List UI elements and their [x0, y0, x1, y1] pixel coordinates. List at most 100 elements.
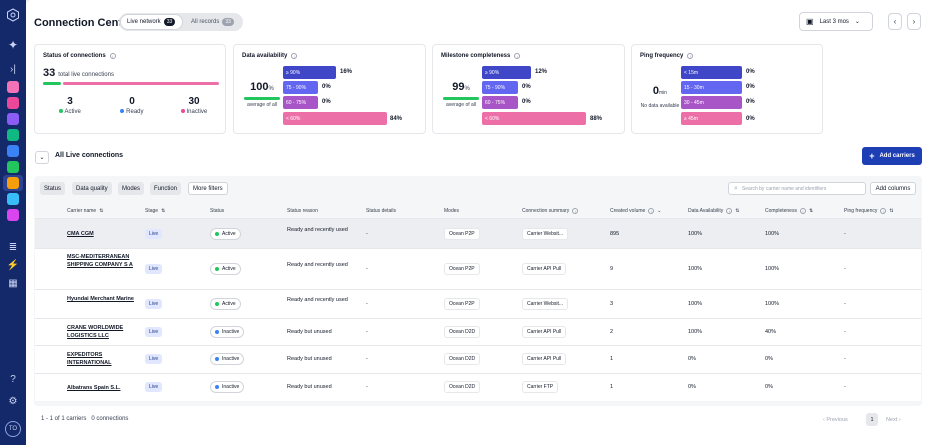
- filter-function[interactable]: Function: [150, 182, 182, 195]
- availability-value: 100%: [688, 231, 703, 237]
- ping-bar-2[interactable]: 15 - 30m: [681, 81, 742, 94]
- previous-page-button[interactable]: ‹ Previous: [823, 413, 848, 426]
- status-label: Inactive: [222, 356, 240, 362]
- status-details: -: [366, 329, 368, 335]
- table-row[interactable]: CMA CGM Live Active Ready and recently u…: [35, 218, 921, 248]
- next-page-button[interactable]: Next ›: [886, 413, 901, 426]
- milestone-bar-4[interactable]: < 60%: [482, 112, 586, 125]
- col-modes[interactable]: Modes: [444, 208, 460, 214]
- ping-bar-4[interactable]: ≥ 45m: [681, 112, 742, 125]
- ping-bar-2-value: 0%: [746, 84, 755, 90]
- more-filters-button[interactable]: More filters: [188, 182, 228, 195]
- carrier-name-link[interactable]: CRANE WORLDWIDE LOGISTICS LLC: [67, 325, 124, 339]
- ready-dot-icon: [120, 109, 125, 113]
- app-icon-4[interactable]: [6, 128, 20, 142]
- sparkle-icon[interactable]: ✦: [7, 38, 19, 52]
- avail-bar-1[interactable]: ≥ 90%: [283, 66, 336, 79]
- avail-bar-3[interactable]: 60 - 75%: [283, 96, 318, 109]
- filter-status[interactable]: Status: [40, 182, 66, 195]
- avail-bar-2[interactable]: 75 - 90%: [283, 81, 318, 94]
- carrier-name-link[interactable]: CMA CGM: [67, 231, 94, 237]
- col-connection-summary[interactable]: Connection summary i: [522, 204, 579, 218]
- completeness-value: 100%: [765, 266, 780, 272]
- status-reason: Ready and recently used: [287, 297, 348, 303]
- grid-icon[interactable]: ▦: [8, 277, 18, 289]
- avail-bar-4[interactable]: < 60%: [283, 112, 387, 125]
- col-created-volume[interactable]: Created volume i ⌄: [610, 208, 662, 214]
- status-label: Inactive: [222, 384, 240, 390]
- info-icon[interactable]: i: [687, 53, 694, 59]
- expand-icon[interactable]: ›|: [10, 63, 16, 75]
- carrier-name-link[interactable]: MSC-MEDITERRANEAN SHIPPING COMPANY S A: [67, 254, 133, 268]
- app-icon-5[interactable]: [6, 144, 20, 158]
- total-value: 33: [43, 67, 56, 79]
- table-row[interactable]: MSC-MEDITERRANEAN SHIPPING COMPANY S A L…: [35, 248, 921, 289]
- col-status-reason[interactable]: Status reason: [287, 208, 318, 214]
- bolt-icon[interactable]: ⚡: [6, 259, 20, 271]
- milestone-bar-3[interactable]: 60 - 75%: [482, 96, 518, 109]
- app-icon-6[interactable]: [6, 160, 20, 174]
- logo-icon[interactable]: [6, 8, 20, 22]
- info-icon[interactable]: i: [291, 53, 298, 59]
- chevron-down-icon: ⌄: [39, 155, 45, 161]
- col-status-details[interactable]: Status details: [366, 208, 397, 214]
- carrier-name-link[interactable]: Hyundai Merchant Marine: [67, 296, 134, 302]
- plus-icon: +: [869, 151, 875, 161]
- ping-bar-1[interactable]: < 15m: [681, 66, 742, 79]
- col-completeness[interactable]: Completeness i ⇅: [765, 208, 814, 214]
- settings-icon[interactable]: ⚙: [8, 395, 18, 407]
- col-ping-frequency[interactable]: Ping frequency i ⇅: [844, 208, 894, 214]
- info-icon[interactable]: i: [514, 53, 521, 59]
- info-icon[interactable]: i: [799, 208, 806, 214]
- filter-modes[interactable]: Modes: [118, 182, 145, 195]
- app-icon-9[interactable]: [6, 208, 20, 222]
- info-icon[interactable]: i: [726, 208, 733, 214]
- carrier-name-link[interactable]: Albatrans Spain S.L.: [67, 385, 121, 391]
- prev-period-button[interactable]: ‹: [888, 13, 902, 30]
- milestone-bar-1[interactable]: ≥ 90%: [482, 66, 531, 79]
- help-icon[interactable]: ?: [10, 373, 16, 385]
- chevron-right-icon: ›: [897, 416, 901, 423]
- user-avatar[interactable]: TO: [5, 421, 21, 437]
- info-icon[interactable]: i: [109, 53, 116, 59]
- carrier-name-link[interactable]: EXPEDITORS INTERNATIONAL: [67, 352, 112, 366]
- app-icon-1[interactable]: [6, 80, 20, 94]
- sort-icon: ⇅: [99, 208, 104, 214]
- stage-badge: Live: [145, 264, 163, 274]
- ping-value: -: [844, 329, 846, 335]
- network-tabs: Live network 33 All records 33: [119, 13, 243, 31]
- tab-all-records[interactable]: All records 33: [185, 14, 241, 30]
- next-period-button[interactable]: ›: [907, 13, 921, 30]
- search-input[interactable]: ⌕ Search by carrier name and identifiers: [728, 182, 866, 195]
- calendar-icon: ▣: [806, 17, 814, 26]
- table-row[interactable]: EXPEDITORS INTERNATIONAL Live Inactive R…: [35, 345, 921, 373]
- table-row[interactable]: Hyundai Merchant Marine Live Active Read…: [35, 289, 921, 318]
- date-range-select[interactable]: ▣ Last 3 mos ⌄: [799, 12, 873, 31]
- add-carriers-button[interactable]: + Add carriers: [862, 147, 922, 165]
- page-number[interactable]: 1: [866, 413, 878, 426]
- col-data-availability[interactable]: Data Availability i ⇅: [688, 208, 740, 214]
- add-columns-button[interactable]: Add columns: [870, 182, 916, 195]
- tab-live-network[interactable]: Live network 33: [120, 14, 183, 30]
- table-row[interactable]: Albatrans Spain S.L. Live Inactive Ready…: [35, 373, 921, 401]
- milestone-bar-2[interactable]: 75 - 90%: [482, 81, 518, 94]
- collapse-toggle[interactable]: ⌄: [35, 151, 49, 164]
- info-icon[interactable]: i: [572, 208, 579, 214]
- filter-data-quality[interactable]: Data quality: [72, 182, 112, 195]
- col-carrier-name[interactable]: Carrier name ⇅: [67, 208, 104, 214]
- info-icon[interactable]: i: [880, 208, 887, 214]
- col-stage[interactable]: Stage ⇅: [145, 208, 166, 214]
- avail-bar-3-value: 0%: [322, 99, 331, 105]
- app-icon-8[interactable]: [6, 192, 20, 206]
- status-badge: Active: [210, 298, 241, 310]
- table-row[interactable]: CRANE WORLDWIDE LOGISTICS LLC Live Inact…: [35, 318, 921, 345]
- connection-center-icon[interactable]: [6, 176, 20, 190]
- ping-value: -: [844, 266, 846, 272]
- database-icon[interactable]: ≣: [8, 241, 18, 253]
- ping-value: 0: [652, 85, 660, 97]
- app-icon-2[interactable]: [6, 96, 20, 110]
- col-status[interactable]: Status: [210, 208, 225, 214]
- ping-bar-3[interactable]: 30 - 45m: [681, 96, 742, 109]
- app-icon-3[interactable]: [6, 112, 20, 126]
- info-icon[interactable]: i: [648, 208, 655, 214]
